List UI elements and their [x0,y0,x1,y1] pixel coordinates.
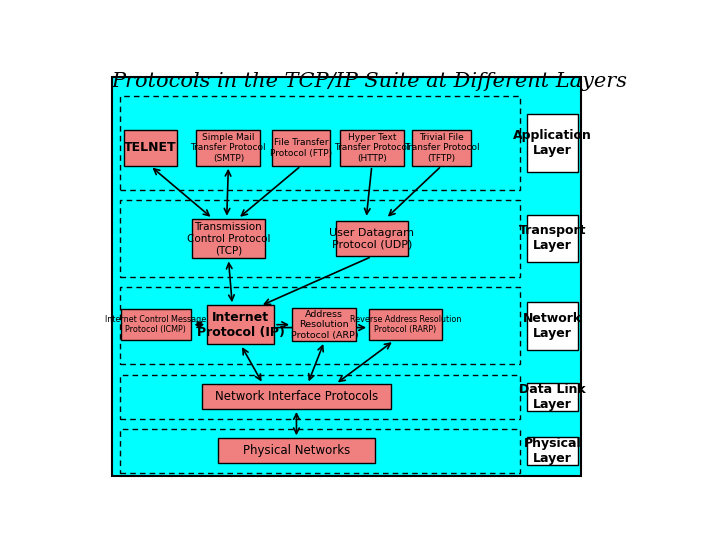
Text: Protocols in the TCP/IP Suite at Different Layers: Protocols in the TCP/IP Suite at Differe… [111,72,627,91]
FancyBboxPatch shape [218,438,374,463]
Text: Network Interface Protocols: Network Interface Protocols [215,390,378,403]
Text: File Transfer
Protocol (FTP): File Transfer Protocol (FTP) [270,138,332,158]
FancyBboxPatch shape [336,221,408,256]
Bar [120,200,521,277]
Text: Internet
Protocol (IP): Internet Protocol (IP) [197,310,284,339]
FancyBboxPatch shape [527,437,578,464]
Text: Physical Networks: Physical Networks [243,444,350,457]
Bar [120,375,521,419]
Text: Physical
Layer: Physical Layer [523,437,581,465]
Text: Transport
Layer: Transport Layer [519,225,586,252]
FancyBboxPatch shape [292,308,356,341]
FancyBboxPatch shape [527,383,578,410]
FancyBboxPatch shape [202,384,392,409]
FancyBboxPatch shape [124,130,177,166]
FancyBboxPatch shape [207,305,274,345]
Text: Application
Layer: Application Layer [513,129,592,157]
Text: User Datagram
Protocol (UDP): User Datagram Protocol (UDP) [329,228,414,249]
FancyBboxPatch shape [197,130,261,166]
FancyBboxPatch shape [527,214,578,262]
Text: Address
Resolution
Protocol (ARP): Address Resolution Protocol (ARP) [291,310,358,340]
FancyBboxPatch shape [413,130,471,166]
Bar [120,429,521,473]
FancyBboxPatch shape [112,77,581,476]
FancyBboxPatch shape [340,130,404,166]
Text: Reverse Address Resolution
Protocol (RARP): Reverse Address Resolution Protocol (RAR… [350,315,461,334]
Text: Simple Mail
Transfer Protocol
(SMTP): Simple Mail Transfer Protocol (SMTP) [191,133,266,163]
FancyBboxPatch shape [369,309,441,340]
Text: Data Link
Layer: Data Link Layer [519,383,586,411]
Text: Internet Control Message
Protocol (ICMP): Internet Control Message Protocol (ICMP) [105,315,207,334]
FancyBboxPatch shape [121,309,191,340]
Bar [120,287,521,364]
Text: Hyper Text
Transfer Protocol
(HTTP): Hyper Text Transfer Protocol (HTTP) [334,133,410,163]
FancyBboxPatch shape [527,302,578,349]
Text: Transmission
Control Protocol
(TCP): Transmission Control Protocol (TCP) [186,222,270,255]
Text: Trivial File
Transfer Protocol
(TFTP): Trivial File Transfer Protocol (TFTP) [404,133,480,163]
Bar [120,96,521,190]
Text: TELNET: TELNET [124,141,176,154]
Text: Network
Layer: Network Layer [523,312,582,340]
FancyBboxPatch shape [527,114,578,172]
FancyBboxPatch shape [271,130,330,166]
FancyBboxPatch shape [192,219,265,258]
